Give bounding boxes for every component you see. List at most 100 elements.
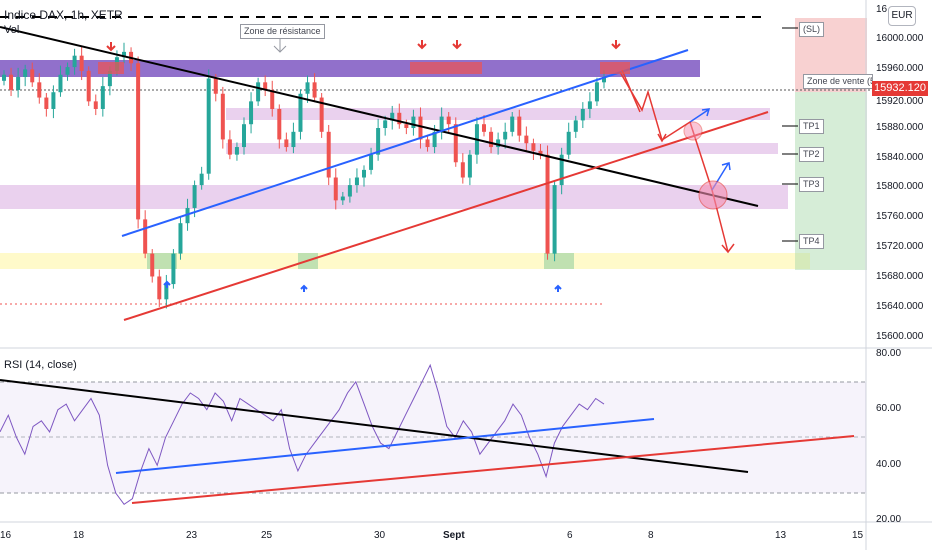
candle-body — [58, 74, 63, 93]
tp1-label: TP1 — [799, 119, 824, 134]
price-tick: 15600.000 — [876, 331, 924, 342]
candle-body — [383, 120, 388, 129]
candle-body — [347, 185, 352, 197]
candle-body — [524, 135, 529, 144]
candle-body — [143, 219, 148, 254]
support-zone — [0, 253, 810, 269]
candle-body — [573, 120, 578, 132]
candle-body — [503, 131, 508, 140]
time-tick: 23 — [186, 530, 198, 541]
time-tick: 16 — [0, 530, 12, 541]
candle-body — [354, 177, 359, 186]
candle-body — [559, 154, 564, 186]
buy-arrow-1 — [163, 280, 171, 288]
candle-body — [157, 276, 162, 300]
rsi-line — [0, 363, 605, 505]
time-tick: 6 — [567, 530, 573, 541]
candle-body — [2, 74, 6, 81]
candle-body — [376, 128, 381, 155]
currency-button[interactable]: EUR — [888, 6, 916, 26]
purple-zone-2 — [226, 143, 778, 154]
projection-arrow-1 — [621, 69, 641, 113]
candle-body — [545, 154, 550, 254]
candle-body — [122, 51, 126, 58]
candle-body — [467, 154, 472, 178]
candle-body — [164, 284, 169, 300]
candle-body — [270, 89, 275, 109]
time-tick: Sept — [443, 530, 465, 541]
candle-body — [30, 69, 35, 83]
candle-body — [185, 207, 190, 224]
candle-body — [411, 116, 416, 129]
candle-body — [531, 143, 536, 151]
projection-down-arrows — [657, 133, 735, 254]
candle-body — [79, 55, 84, 71]
candle-body — [171, 253, 176, 285]
candle-body — [86, 70, 91, 102]
sell-zone-label: Zone de vente (5 — [803, 74, 873, 89]
candle-body — [580, 108, 585, 121]
time-tick: 30 — [374, 530, 386, 541]
candle-body — [16, 77, 21, 90]
resistance-zone — [0, 60, 700, 77]
candle-body — [566, 131, 571, 155]
candle-body — [602, 77, 606, 83]
resistance-zone-label: Zone de résistance — [240, 24, 325, 39]
price-tick: 15840.000 — [876, 152, 924, 163]
price-tick: 15920.000 — [876, 96, 924, 107]
candle-body — [496, 139, 501, 148]
candle-body — [517, 116, 522, 136]
price-tick: 15680.000 — [876, 271, 924, 282]
symbol-title[interactable]: Indice DAX, 1h, XETR — [4, 8, 123, 22]
candle-body — [326, 131, 331, 178]
buy-arrow-2 — [300, 284, 308, 292]
candle-body — [291, 131, 296, 148]
candle-body — [23, 69, 28, 77]
candle-body — [51, 92, 56, 109]
rsi-red-trendline — [131, 435, 855, 504]
time-tick: 15 — [852, 530, 864, 541]
purple-zone-1 — [226, 108, 770, 120]
candle-body — [460, 162, 465, 178]
candle-body — [213, 78, 218, 94]
price-tick: 15800.000 — [876, 181, 924, 192]
candle-body — [482, 124, 486, 132]
candle-body — [242, 124, 246, 148]
candle-body — [510, 116, 515, 132]
price-tick: 15720.000 — [876, 241, 924, 252]
candle-body — [277, 108, 282, 140]
tp3-label: TP3 — [799, 177, 824, 192]
volume-label[interactable]: Vol — [4, 24, 20, 36]
buy-arrow-3 — [554, 284, 562, 292]
sell-arrow-2 — [417, 40, 427, 50]
candle-body — [93, 101, 98, 109]
time-tick: 8 — [648, 530, 654, 541]
candle-body — [369, 154, 374, 170]
candle-body — [44, 97, 49, 109]
rsi-tick: 20.00 — [876, 514, 902, 525]
price-tick: 15760.000 — [876, 211, 924, 222]
tp4-label: TP4 — [799, 234, 824, 249]
candle-body — [227, 139, 232, 155]
price-tick: 16000.000 — [876, 33, 924, 44]
candle-body — [453, 124, 458, 163]
candle-series — [2, 42, 606, 309]
rsi-title[interactable]: RSI (14, close) — [4, 359, 77, 371]
candle-body — [446, 116, 451, 125]
resistance-touch-3 — [600, 62, 630, 74]
candle-body — [425, 139, 430, 148]
support-touch-3 — [544, 253, 574, 269]
candle-body — [340, 196, 345, 201]
candle-body — [100, 86, 105, 109]
sl-label: (SL) — [799, 22, 825, 37]
tp2-label: TP2 — [799, 147, 824, 162]
candle-body — [206, 78, 211, 174]
current-price-badge: 15932.120 — [872, 81, 928, 96]
candle-body — [298, 93, 303, 132]
rsi-blue-trendline — [115, 418, 655, 474]
candle-body — [538, 150, 543, 155]
candle-body — [305, 82, 310, 94]
price-tick: 15640.000 — [876, 301, 924, 312]
candle-body — [397, 112, 402, 125]
